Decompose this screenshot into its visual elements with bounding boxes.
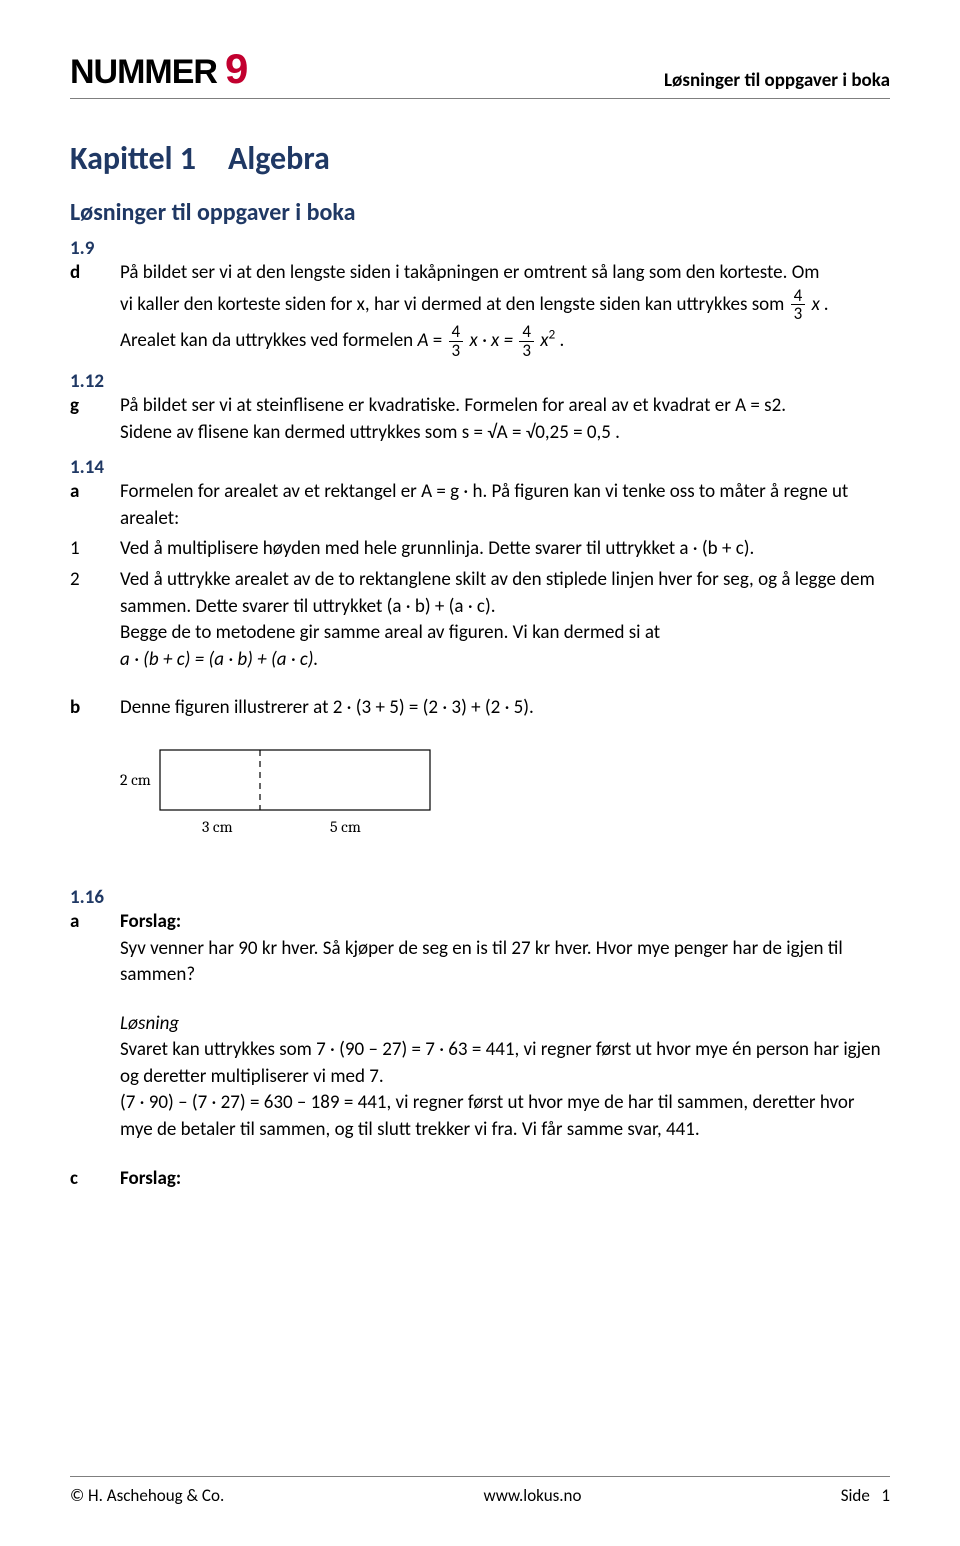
forslag-label: Forslag: <box>120 910 181 933</box>
item-1-9-d: d På bildet ser vi at den lengste siden … <box>70 260 890 360</box>
item-body: På bildet ser vi at steinflisene er kvad… <box>120 393 786 446</box>
item-label: a <box>70 479 120 532</box>
item-body: Ved å uttrykke arealet av de to rektangl… <box>120 567 890 673</box>
section-number: 1.9 <box>70 237 890 260</box>
item-body: Forslag: <box>120 1166 181 1193</box>
item-label: c <box>70 1166 120 1193</box>
fraction-den: 3 <box>449 342 464 360</box>
content: Kapittel 1 Algebra Løsninger til oppgave… <box>70 139 890 1446</box>
figure-bottom2: 5 cm <box>330 818 361 836</box>
text: x . <box>812 292 829 315</box>
text: . <box>555 329 564 352</box>
figure-svg: 2 cm 3 cm 5 cm <box>120 740 460 850</box>
logo-word: NUMMER <box>70 53 217 92</box>
forslag-label: Forslag: <box>120 1167 181 1190</box>
text: = <box>433 329 447 352</box>
losning-block: Løsning Svaret kan uttrykkes som 7 · (90… <box>70 1011 890 1144</box>
fraction: 4 3 <box>449 323 464 360</box>
item-label: 1 <box>70 536 120 563</box>
footer-side-label: Side <box>841 1485 870 1506</box>
equation-var: A <box>417 329 428 352</box>
item-label: a <box>70 909 120 989</box>
text: a · (b + c) = (a · b) + (a · c). <box>120 648 318 671</box>
page-footer: © H. Aschehoug & Co. www.lokus.no Side 1 <box>70 1476 890 1506</box>
text: Begge de to metodene gir samme areal av … <box>120 621 660 644</box>
item-body: På bildet ser vi at den lengste siden i … <box>120 260 829 360</box>
item-1-14-a: a Formelen for arealet av et rektangel e… <box>70 479 890 532</box>
item-body: Formelen for arealet av et rektangel er … <box>120 479 890 532</box>
text: Svaret kan uttrykkes som 7 · (90 – 27) =… <box>120 1038 881 1088</box>
item-1-12-g: g På bildet ser vi at steinflisene er kv… <box>70 393 890 446</box>
text: Arealet kan da uttrykkes ved formelen <box>120 329 417 352</box>
item-label: b <box>70 695 120 722</box>
figure-bottom1: 3 cm <box>202 818 233 836</box>
section-number: 1.12 <box>70 370 890 393</box>
footer-right: Side 1 <box>841 1485 890 1506</box>
text: x <box>540 329 548 352</box>
section-number: 1.14 <box>70 456 890 479</box>
item-1-14-2: 2 Ved å uttrykke arealet av de to rektan… <box>70 567 890 673</box>
item-1-14-b: b Denne figuren illustrerer at 2 · (3 + … <box>70 695 890 722</box>
section-number: 1.16 <box>70 886 890 909</box>
text: vi kaller den korteste siden for x, har … <box>120 292 789 315</box>
logo-number: 9 <box>225 48 248 90</box>
page: NUMMER 9 Løsninger til oppgaver i boka K… <box>0 0 960 1546</box>
header-title: Løsninger til oppgaver i boka <box>664 69 890 92</box>
text: Sidene av flisene kan dermed uttrykkes s… <box>120 421 620 444</box>
logo: NUMMER 9 <box>70 48 248 92</box>
figure-outer-rect <box>160 750 430 810</box>
subheading: Løsninger til oppgaver i boka <box>70 198 890 227</box>
footer-center: www.lokus.no <box>484 1485 582 1506</box>
item-body: Forslag: Syv venner har 90 kr hver. Så k… <box>120 909 890 989</box>
figure-left-label: 2 cm <box>120 771 151 789</box>
text: På bildet ser vi at steinflisene er kvad… <box>120 394 786 417</box>
footer-page-number: 1 <box>881 1485 890 1506</box>
footer-left: © H. Aschehoug & Co. <box>70 1485 224 1506</box>
item-label: d <box>70 260 120 360</box>
item-body: Ved å multiplisere høyden med hele grunn… <box>120 536 754 563</box>
item-label: g <box>70 393 120 446</box>
item-label: 2 <box>70 567 120 673</box>
page-header: NUMMER 9 Løsninger til oppgaver i boka <box>70 48 890 99</box>
chapter-title: Kapittel 1 Algebra <box>70 139 890 178</box>
rectangle-figure: 2 cm 3 cm 5 cm <box>120 740 890 850</box>
text: x · x = <box>469 329 517 352</box>
fraction: 4 3 <box>791 287 806 324</box>
item-label <box>70 1011 120 1144</box>
fraction: 4 3 <box>519 323 534 360</box>
item-1-16-c: c Forslag: <box>70 1166 890 1193</box>
text: Ved å uttrykke arealet av de to rektangl… <box>120 568 875 618</box>
text: Syv venner har 90 kr hver. Så kjøper de … <box>120 937 843 987</box>
fraction-den: 3 <box>791 305 806 323</box>
fraction-den: 3 <box>519 342 534 360</box>
item-body: Denne figuren illustrerer at 2 · (3 + 5)… <box>120 695 534 722</box>
text: (7 · 90) – (7 · 27) = 630 – 189 = 441, v… <box>120 1091 855 1141</box>
item-1-14-1: 1 Ved å multiplisere høyden med hele gru… <box>70 536 890 563</box>
item-body: Løsning Svaret kan uttrykkes som 7 · (90… <box>120 1011 890 1144</box>
item-1-16-a: a Forslag: Syv venner har 90 kr hver. Så… <box>70 909 890 989</box>
text: På bildet ser vi at den lengste siden i … <box>120 261 819 284</box>
losning-label: Løsning <box>120 1012 179 1035</box>
